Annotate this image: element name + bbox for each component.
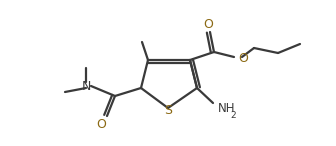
Text: O: O [238,52,248,65]
Text: O: O [96,118,106,131]
Text: 2: 2 [230,111,236,120]
Text: O: O [203,19,213,32]
Text: NH: NH [218,102,236,115]
Text: S: S [164,104,172,117]
Text: N: N [81,80,91,93]
